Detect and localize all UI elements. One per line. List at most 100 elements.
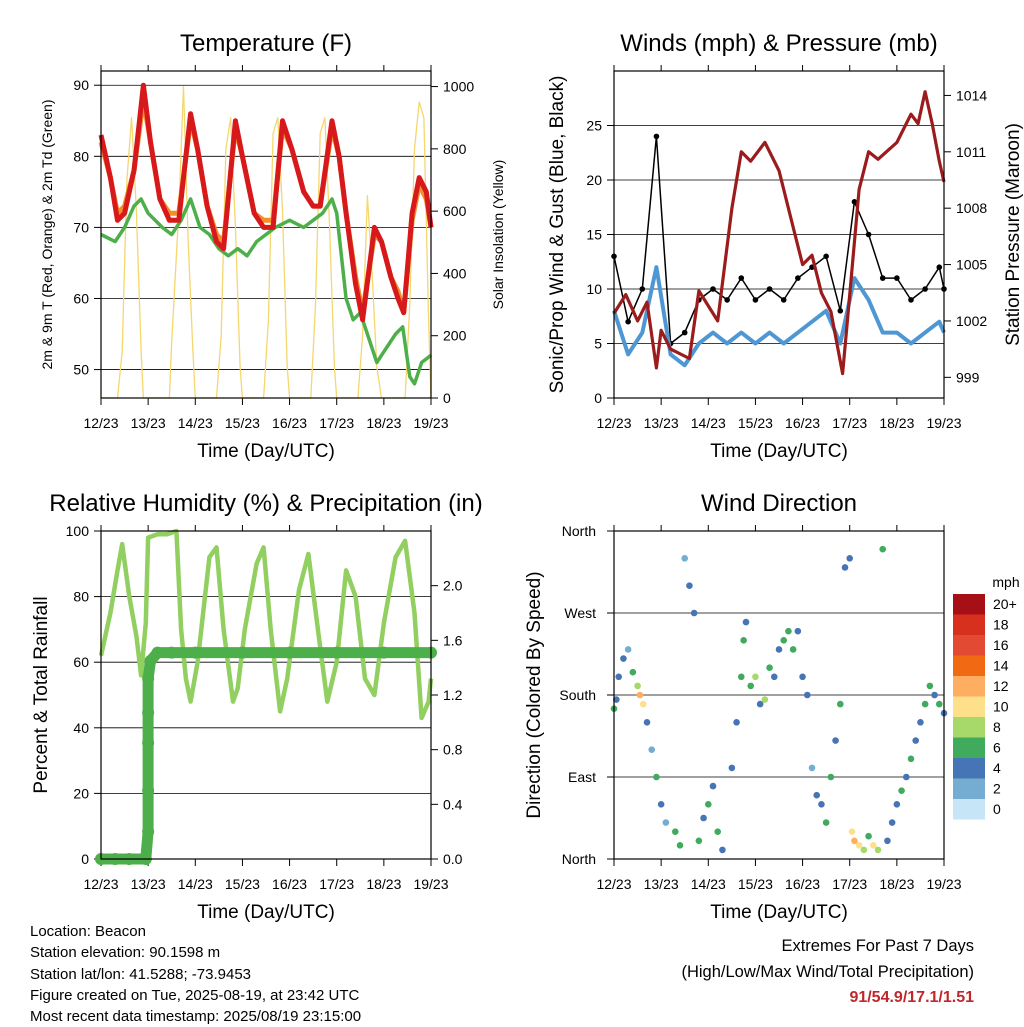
y-tick-label: 15 <box>586 227 602 243</box>
direction-point <box>926 682 934 690</box>
direction-point <box>869 842 877 849</box>
direction-point <box>902 773 910 781</box>
y-tick-label: 40 <box>73 720 89 736</box>
x-tick-label: 15/23 <box>738 876 773 892</box>
legend-swatch <box>953 594 985 615</box>
direction-point <box>719 846 726 854</box>
y2-tick-label: 0.4 <box>443 796 463 812</box>
y-tick-label: 50 <box>73 362 89 378</box>
direction-point <box>841 564 849 571</box>
direction-point <box>695 837 703 845</box>
x-tick-label: 19/23 <box>926 415 961 431</box>
x-tick-label: 19/23 <box>926 876 961 892</box>
legend-label: 14 <box>993 658 1009 674</box>
direction-point <box>921 700 929 708</box>
x-tick-label: 13/23 <box>644 876 679 892</box>
direction-point <box>686 582 693 589</box>
y2-tick-label: 1014 <box>956 87 987 103</box>
chart-title: Relative Humidity (%) & Precipitation (i… <box>49 490 482 517</box>
y2-axis-label: Solar Insolation (Yellow) <box>490 160 506 310</box>
x-tick-label: 17/23 <box>319 876 354 892</box>
direction-point <box>624 646 632 653</box>
y-axis-label: 2m & 9m T (Red, Orange) & 2m Td (Green) <box>39 100 55 370</box>
chart-title: Wind Direction <box>701 490 857 517</box>
legend-label: 18 <box>993 617 1009 633</box>
y-tick-label: 70 <box>73 219 89 235</box>
y-tick-label: 60 <box>73 654 89 670</box>
direction-point <box>827 773 835 781</box>
y2-tick-label: 200 <box>443 328 467 344</box>
y2-tick-label: 1011 <box>956 144 986 160</box>
legend-label: 4 <box>993 760 1001 776</box>
y2-tick-label: 800 <box>443 141 467 157</box>
y-axis-label: Percent & Total Rainfall <box>31 596 52 793</box>
y-tick-label: 0 <box>594 390 602 406</box>
legend-swatch <box>953 614 985 635</box>
direction-point <box>681 555 689 562</box>
y-tick-label: West <box>564 605 596 621</box>
legend-label: 16 <box>993 637 1009 653</box>
legend-label: 20+ <box>993 596 1017 612</box>
y-tick-label: 100 <box>66 523 90 539</box>
extremes-subtitle: (High/Low/Max Wind/Total Precipitation) <box>681 962 974 981</box>
direction-point <box>766 664 773 671</box>
direction-point <box>874 846 882 854</box>
x-tick-label: 12/23 <box>83 876 118 892</box>
y2-tick-label: 600 <box>443 203 467 219</box>
direction-point <box>761 696 769 703</box>
direction-point <box>634 682 641 690</box>
x-tick-label: 17/23 <box>832 415 867 431</box>
legend-swatch <box>953 635 985 656</box>
plot-border <box>613 530 945 860</box>
direction-point <box>643 719 651 726</box>
legend-label: 8 <box>993 719 1001 735</box>
legend-swatch <box>953 717 985 738</box>
direction-point <box>860 846 868 854</box>
x-tick-label: 18/23 <box>879 415 914 431</box>
series-line-2m-td <box>100 197 433 386</box>
extremes-title: Extremes For Past 7 Days <box>781 937 974 955</box>
plot-border <box>100 530 432 860</box>
direction-point <box>855 842 863 849</box>
direction-point <box>888 819 896 826</box>
x-tick-label: 13/23 <box>131 415 166 431</box>
direction-point <box>700 814 707 822</box>
chart-title: Temperature (F) <box>180 30 352 57</box>
direction-point <box>832 737 839 744</box>
direction-point <box>709 782 717 790</box>
direction-point <box>893 801 901 808</box>
direction-point <box>629 668 637 676</box>
legend-label: 12 <box>993 678 1009 694</box>
y-tick-label: 90 <box>73 77 89 93</box>
direction-point <box>803 691 811 699</box>
x-tick-label: 14/23 <box>691 415 726 431</box>
y-tick-label: 80 <box>73 589 89 605</box>
plot-border <box>613 70 945 399</box>
direction-point <box>917 719 924 726</box>
x-tick-label: 13/23 <box>131 876 166 892</box>
direction-point <box>733 719 740 726</box>
y2-tick-label: 400 <box>443 265 467 281</box>
direction-point <box>780 637 788 644</box>
direction-point <box>931 691 938 699</box>
direction-point <box>822 819 830 826</box>
direction-point <box>808 764 816 772</box>
station-location: Location: Beacon <box>30 923 146 940</box>
direction-point <box>648 746 656 753</box>
y-tick-label: East <box>568 769 596 785</box>
y2-tick-label: 0.8 <box>443 742 463 758</box>
legend-title: mph <box>992 574 1019 590</box>
direction-point <box>704 801 712 808</box>
direction-point <box>912 737 920 744</box>
y2-tick-label: 1.2 <box>443 687 463 703</box>
direction-point <box>657 801 665 808</box>
y-tick-label: North <box>562 523 596 539</box>
legend-swatch <box>953 778 985 799</box>
direction-point <box>799 673 806 681</box>
direction-point <box>737 673 745 681</box>
pressure-line <box>612 90 946 376</box>
direction-point <box>851 837 858 845</box>
x-tick-label: 18/23 <box>366 415 401 431</box>
x-axis-label: Time (Day/UTC) <box>197 902 335 923</box>
